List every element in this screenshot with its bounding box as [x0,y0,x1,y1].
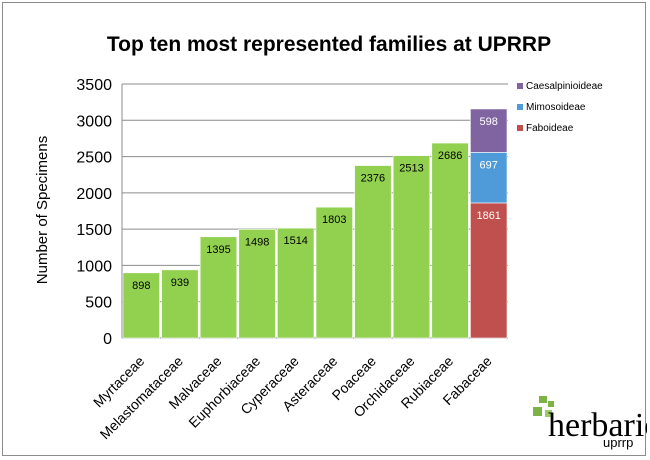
bar [238,228,276,339]
data-label: 2686 [438,150,462,162]
bar [315,206,353,339]
herbario-logo: herbario uprrp [533,396,647,450]
bar [392,155,431,339]
data-label: 898 [132,280,150,292]
logo-leaf-square [539,396,547,403]
legend-swatch [517,83,523,89]
chart-frame: Top ten most represented families at UPR… [2,2,647,456]
stacked-bar-segment [470,108,508,153]
y-tick-label: 500 [85,295,112,312]
data-label: 1861 [476,210,500,222]
logo-leaf-square [545,410,552,417]
data-label: 2376 [361,173,385,185]
y-tick-label: 1000 [76,258,112,275]
logo-leaf-square [548,401,554,407]
y-tick-label: 2500 [76,150,112,167]
data-label: 1514 [283,235,307,247]
y-tick-label: 0 [103,331,112,348]
logo-leaf-square [533,407,542,416]
y-tick-label: 2000 [76,186,112,203]
data-label: 697 [480,159,498,171]
data-label: 1803 [322,214,346,226]
y-tick-label: 3500 [76,77,112,94]
bar [431,142,469,339]
data-label: 939 [171,277,189,289]
y-axis-label: Number of Specimens [34,136,51,284]
data-label: 598 [480,116,498,128]
bar-chart: Top ten most represented families at UPR… [34,33,647,450]
stacked-bar-segment [470,202,508,339]
legend-label: Mimosoideae [526,102,586,113]
y-tick-label: 1500 [76,222,112,239]
stacked-bar-segment [470,152,508,204]
bar [354,165,392,339]
data-label: 1498 [245,236,269,248]
bar [161,269,199,339]
legend-swatch [517,125,523,131]
legend-label: Faboideae [526,123,574,134]
y-tick-label: 3000 [76,113,112,130]
legend-label: Caesalpinioideae [526,81,603,92]
logo-subtext: uprrp [603,435,633,450]
legend: Caesalpinioideae Mimosoideae Faboideae [517,81,603,134]
data-label: 1395 [206,244,230,256]
x-axis-categories: MyrtaceaeMelastomataceaeMalvaceaeEuphorb… [90,353,495,443]
legend-swatch [517,104,523,110]
logo-text: herbario [548,407,647,444]
y-axis-ticks: 0 500 1000 1500 2000 2500 3000 3500 [76,77,112,348]
bar [199,236,238,339]
bar [277,227,315,339]
bar [122,272,160,339]
bars: 898 939 1395 1498 1514 1803 2376 2513 2686 1861 69… [122,108,508,339]
chart-title: Top ten most represented families at UPR… [107,33,551,56]
data-label: 2513 [399,163,423,175]
